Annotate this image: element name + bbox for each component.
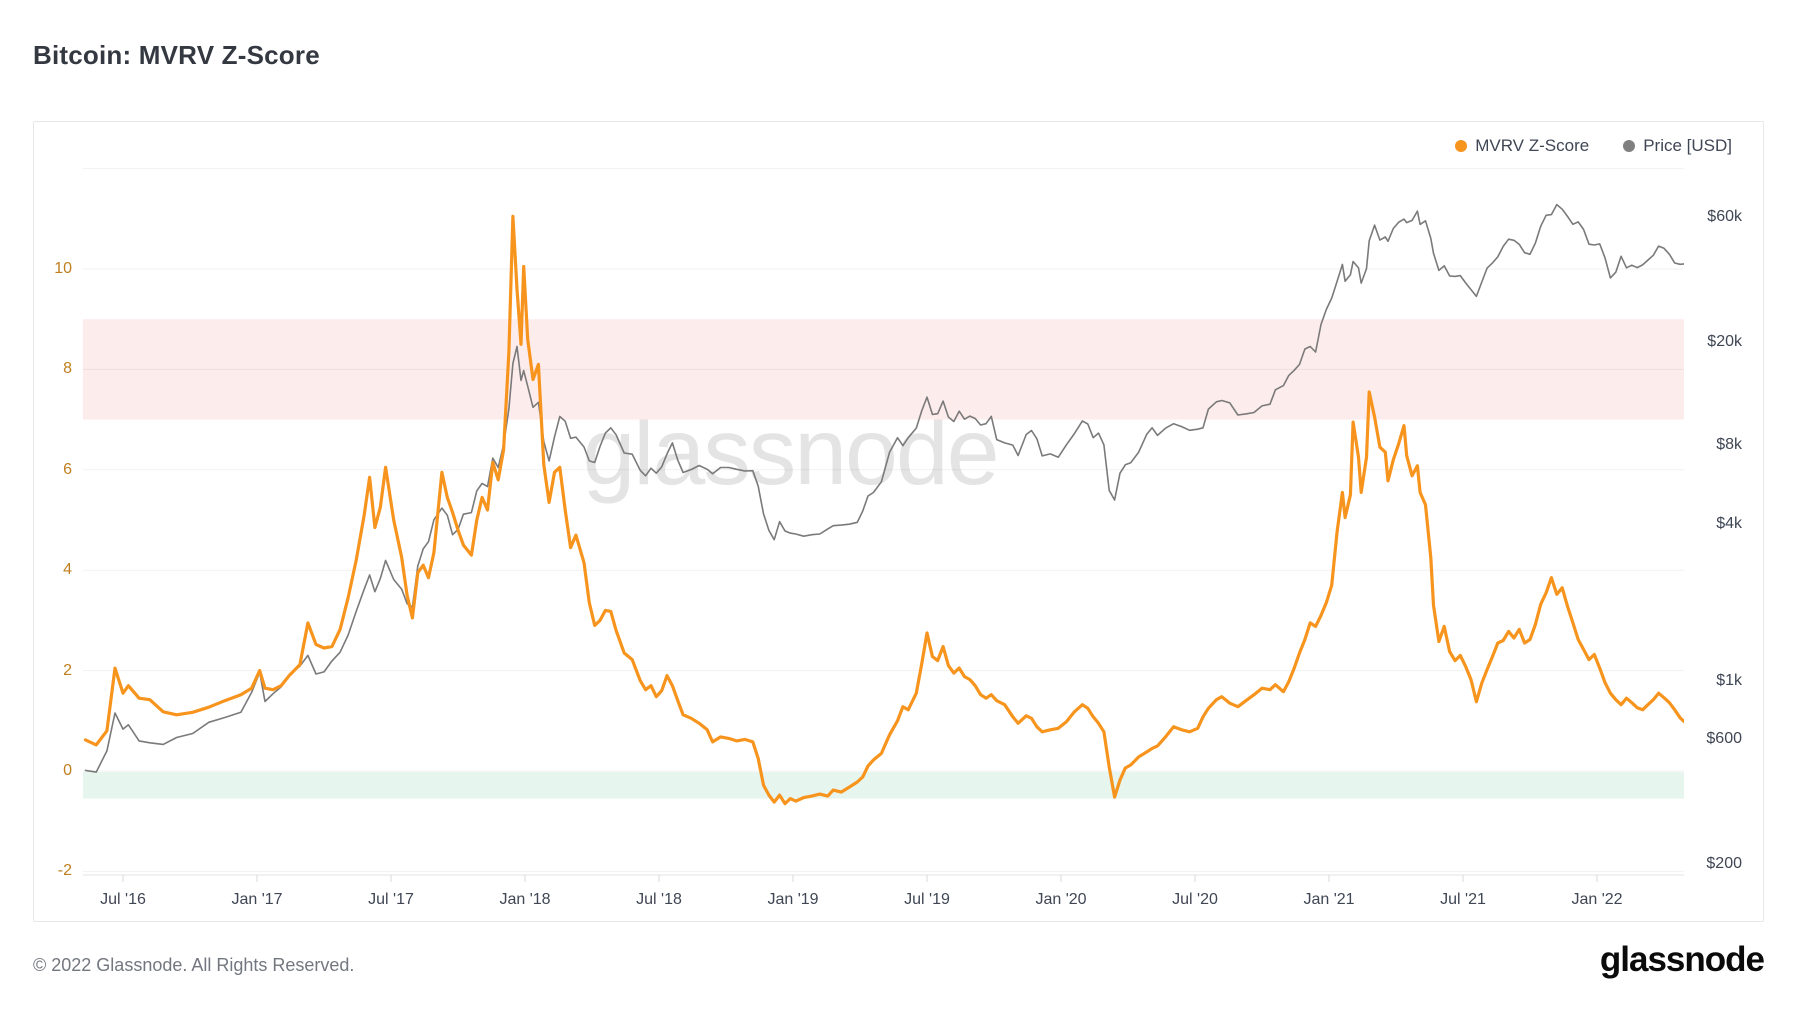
price-axis-tick-label: $200 <box>1706 854 1742 872</box>
z-axis-tick-label: 0 <box>63 762 72 779</box>
date-axis-tick-label: Jul '16 <box>100 891 146 908</box>
date-axis-tick-label: Jul '19 <box>904 891 950 908</box>
date-axis-tick-label: Jan '18 <box>499 891 551 908</box>
date-axis-tick-label: Jan '22 <box>1571 891 1623 908</box>
legend-item-price-usd[interactable]: Price [USD] <box>1623 136 1732 156</box>
mvrv-z-score-dot-icon <box>1455 140 1468 152</box>
z-axis-tick-label: 2 <box>63 661 72 679</box>
date-axis-tick-label: Jul '21 <box>1440 891 1486 908</box>
z-axis-tick-label: 8 <box>63 360 72 378</box>
z-axis-tick-label: 10 <box>54 260 72 277</box>
price-line <box>84 203 1684 773</box>
price-axis-tick-label: $20k <box>1707 332 1742 350</box>
undervalued-zone-band <box>83 772 1684 799</box>
chart-legend: MVRV Z-Score Price [USD] <box>1455 136 1732 156</box>
copyright-text: © 2022 Glassnode. All Rights Reserved. <box>33 955 355 975</box>
date-axis-tick-label: Jul '17 <box>368 891 414 908</box>
mvrv-z-score-line <box>83 214 1684 806</box>
legend-label: MVRV Z-Score <box>1475 136 1590 155</box>
z-axis-tick-label: 6 <box>63 460 72 478</box>
glassnode-logo[interactable]: glassnode <box>1599 940 1765 979</box>
date-axis-tick-label: Jan '21 <box>1303 891 1355 908</box>
date-axis-tick-label: Jul '18 <box>636 891 682 908</box>
page-title: Bitcoin: MVRV Z-Score <box>33 40 320 70</box>
date-axis-tick-label: Jan '19 <box>767 891 819 908</box>
z-axis-tick-label: 4 <box>63 561 72 579</box>
date-axis-tick-label: Jan '20 <box>1035 891 1087 908</box>
price-axis-tick-label: $1k <box>1716 672 1742 690</box>
overvalued-zone-band <box>83 319 1684 420</box>
price-axis-tick-label: $60k <box>1707 208 1742 225</box>
price-axis-tick-label: $4k <box>1716 514 1742 532</box>
price-axis-tick-label: $8k <box>1716 436 1742 454</box>
price-usd-dot-icon <box>1623 140 1636 152</box>
date-axis-tick-label: Jan '17 <box>231 891 283 908</box>
date-axis-tick-label: Jul '20 <box>1172 891 1218 908</box>
legend-label: Price [USD] <box>1643 136 1732 155</box>
price-axis-tick-label: $600 <box>1706 730 1742 747</box>
z-axis-tick-label: -2 <box>57 862 72 880</box>
legend-item-mvrv-z-score[interactable]: MVRV Z-Score <box>1455 136 1589 156</box>
